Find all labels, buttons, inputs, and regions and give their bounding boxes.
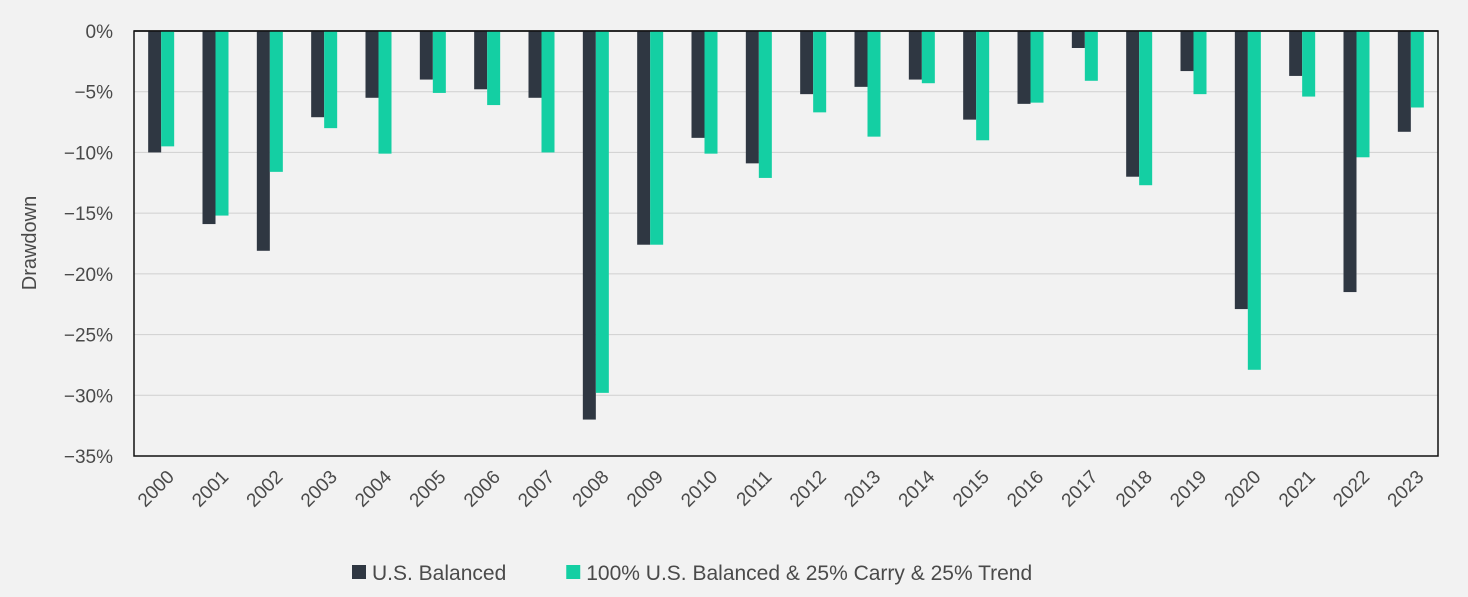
x-tick-label: 2011 <box>733 467 777 511</box>
bars <box>148 31 1424 420</box>
bar-carry-trend-2013 <box>867 31 881 137</box>
bar-carry-trend-2010 <box>704 31 718 154</box>
bar-us-balanced-2016 <box>1017 31 1031 104</box>
x-tick-label: 2023 <box>1384 467 1429 512</box>
x-tick-label: 2016 <box>1003 467 1048 512</box>
bar-carry-trend-2020 <box>1247 31 1261 370</box>
bar-carry-trend-2016 <box>1030 31 1044 103</box>
bar-us-balanced-2003 <box>311 31 325 118</box>
bar-carry-trend-2008 <box>595 31 609 393</box>
y-tick-label: −10% <box>64 143 113 164</box>
x-tick-label: 2007 <box>514 467 559 512</box>
x-tick-label: 2018 <box>1112 467 1157 512</box>
bar-us-balanced-2007 <box>528 31 542 98</box>
y-axis: 0% −5% −10% −15% −20% −25% −30% −35% <box>64 22 113 468</box>
bar-carry-trend-2005 <box>432 31 446 93</box>
bar-carry-trend-2014 <box>921 31 935 84</box>
bar-us-balanced-2022 <box>1343 31 1357 293</box>
bar-us-balanced-2023 <box>1397 31 1411 132</box>
x-tick-label: 2010 <box>677 467 722 512</box>
bar-us-balanced-2001 <box>202 31 216 225</box>
x-tick-label: 2003 <box>297 467 342 512</box>
bar-carry-trend-2023 <box>1410 31 1424 108</box>
bar-us-balanced-2009 <box>637 31 651 245</box>
bar-us-balanced-2019 <box>1180 31 1194 72</box>
x-tick-label: 2006 <box>460 467 505 512</box>
bar-carry-trend-2007 <box>541 31 555 153</box>
bar-carry-trend-2017 <box>1084 31 1098 81</box>
x-tick-label: 2009 <box>623 467 668 512</box>
legend-label: 100% U.S. Balanced & 25% Carry & 25% Tre… <box>586 562 1032 585</box>
x-tick-label: 2008 <box>569 467 614 512</box>
bar-us-balanced-2013 <box>854 31 868 87</box>
bar-us-balanced-2017 <box>1071 31 1085 48</box>
x-tick-label: 2021 <box>1275 467 1320 512</box>
plot-frame <box>133 30 1439 457</box>
legend-swatch <box>566 565 581 579</box>
bar-carry-trend-2012 <box>813 31 827 113</box>
bar-carry-trend-2009 <box>650 31 664 245</box>
bar-us-balanced-2005 <box>419 31 433 80</box>
x-tick-label: 2005 <box>406 467 451 512</box>
bar-us-balanced-2020 <box>1234 31 1248 310</box>
x-tick-label: 2014 <box>895 466 940 511</box>
bar-carry-trend-2000 <box>161 31 175 147</box>
bar-carry-trend-2004 <box>378 31 392 154</box>
bar-us-balanced-2006 <box>474 31 488 90</box>
bar-carry-trend-2021 <box>1302 31 1316 97</box>
bar-us-balanced-2004 <box>365 31 379 98</box>
bar-carry-trend-2002 <box>269 31 283 172</box>
x-tick-label: 2001 <box>188 467 233 512</box>
y-tick-label: −25% <box>64 326 113 347</box>
bar-carry-trend-2001 <box>215 31 229 216</box>
x-tick-label: 2019 <box>1166 467 1211 512</box>
x-tick-label: 2004 <box>351 466 396 511</box>
y-tick-label: −30% <box>64 386 113 407</box>
y-tick-label: 0% <box>86 22 114 43</box>
x-tick-label: 2000 <box>134 467 179 512</box>
bar-carry-trend-2018 <box>1139 31 1153 186</box>
x-tick-label: 2020 <box>1221 467 1266 512</box>
x-tick-label: 2013 <box>840 467 885 512</box>
x-tick-label: 2022 <box>1329 467 1374 512</box>
bar-us-balanced-2002 <box>256 31 270 251</box>
x-tick-label: 2002 <box>243 467 288 512</box>
x-axis: 2000 2001 2002 2003 2004 2005 2006 2007 2008 2009… <box>134 466 1428 511</box>
x-tick-label: 2015 <box>949 467 994 512</box>
bar-us-balanced-2010 <box>691 31 705 138</box>
legend-label: U.S. Balanced <box>372 562 506 585</box>
bar-us-balanced-2011 <box>745 31 759 164</box>
y-tick-label: −35% <box>64 447 113 468</box>
bar-carry-trend-2015 <box>976 31 990 141</box>
y-tick-label: −20% <box>64 265 113 286</box>
bar-carry-trend-2022 <box>1356 31 1370 158</box>
bar-carry-trend-2003 <box>324 31 338 129</box>
bar-carry-trend-2019 <box>1193 31 1207 95</box>
bar-us-balanced-2015 <box>963 31 977 120</box>
legend-swatch <box>352 565 366 579</box>
y-tick-label: −5% <box>74 83 113 104</box>
bar-carry-trend-2006 <box>487 31 501 106</box>
y-tick-label: −15% <box>64 204 113 225</box>
bar-us-balanced-2018 <box>1126 31 1140 177</box>
bar-us-balanced-2012 <box>800 31 814 95</box>
bar-us-balanced-2014 <box>908 31 922 80</box>
x-tick-label: 2017 <box>1058 467 1103 512</box>
bar-us-balanced-2008 <box>582 31 596 420</box>
x-tick-label: 2012 <box>786 467 831 512</box>
bar-us-balanced-2021 <box>1289 31 1303 76</box>
bar-carry-trend-2011 <box>758 31 772 178</box>
bar-us-balanced-2000 <box>148 31 162 153</box>
y-axis-title: Drawdown <box>19 196 41 290</box>
legend: U.S. Balanced 100% U.S. Balanced & 25% Ca… <box>352 562 1032 585</box>
